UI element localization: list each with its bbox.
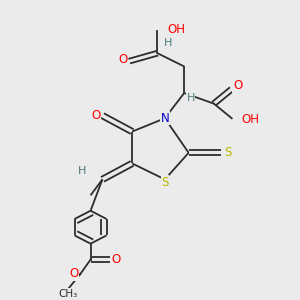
Text: OH: OH [242, 113, 260, 126]
Text: H: H [77, 167, 86, 176]
Text: CH₃: CH₃ [58, 289, 78, 298]
Text: OH: OH [167, 23, 185, 36]
Text: H: H [164, 38, 172, 48]
Text: S: S [224, 146, 232, 159]
Text: N: N [160, 112, 169, 125]
Text: S: S [161, 176, 169, 189]
Text: H: H [187, 93, 195, 103]
Text: O: O [233, 80, 242, 92]
Text: O: O [70, 267, 79, 280]
Text: O: O [118, 53, 127, 66]
Text: O: O [91, 109, 101, 122]
Text: O: O [112, 253, 121, 266]
